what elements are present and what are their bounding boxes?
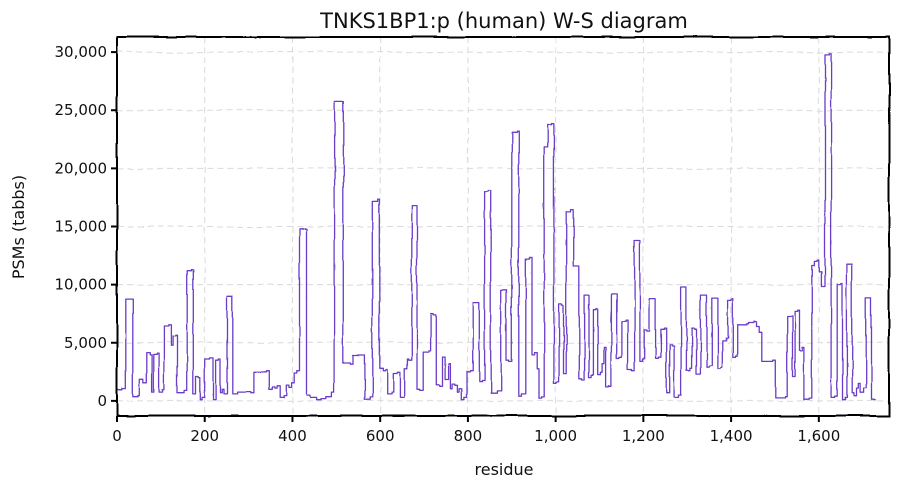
chart-title: TNKS1BP1:p (human) W-S diagram bbox=[319, 9, 688, 33]
y-axis-label: PSMs (tabbs) bbox=[9, 175, 28, 279]
x-tick-label: 1,400 bbox=[710, 427, 753, 445]
y-tick-label: 30,000 bbox=[55, 43, 108, 61]
y-tick-label: 0 bbox=[97, 392, 107, 410]
gridlines bbox=[116, 37, 889, 416]
y-tick-label: 25,000 bbox=[55, 101, 108, 119]
y-tick-label: 20,000 bbox=[55, 159, 108, 177]
x-tick-label: 1,000 bbox=[534, 427, 577, 445]
x-tick-label: 1,200 bbox=[622, 427, 665, 445]
x-tick-label: 1,600 bbox=[797, 427, 840, 445]
y-tick-label: 15,000 bbox=[55, 218, 108, 236]
x-tick-label: 200 bbox=[190, 427, 219, 445]
x-tick-label: 0 bbox=[112, 427, 122, 445]
axis-ticks: 0 200 400 600 800 1,000 1,200 1,400 1,600 0 5,000 1… bbox=[55, 43, 841, 445]
x-axis-label: residue bbox=[475, 460, 534, 479]
x-tick-label: 400 bbox=[278, 427, 307, 445]
y-tick-label: 10,000 bbox=[55, 276, 108, 294]
x-tick-label: 800 bbox=[454, 427, 483, 445]
x-tick-label: 600 bbox=[366, 427, 395, 445]
series-line bbox=[117, 52, 876, 401]
y-tick-label: 5,000 bbox=[64, 334, 107, 352]
plot-area bbox=[117, 52, 876, 401]
